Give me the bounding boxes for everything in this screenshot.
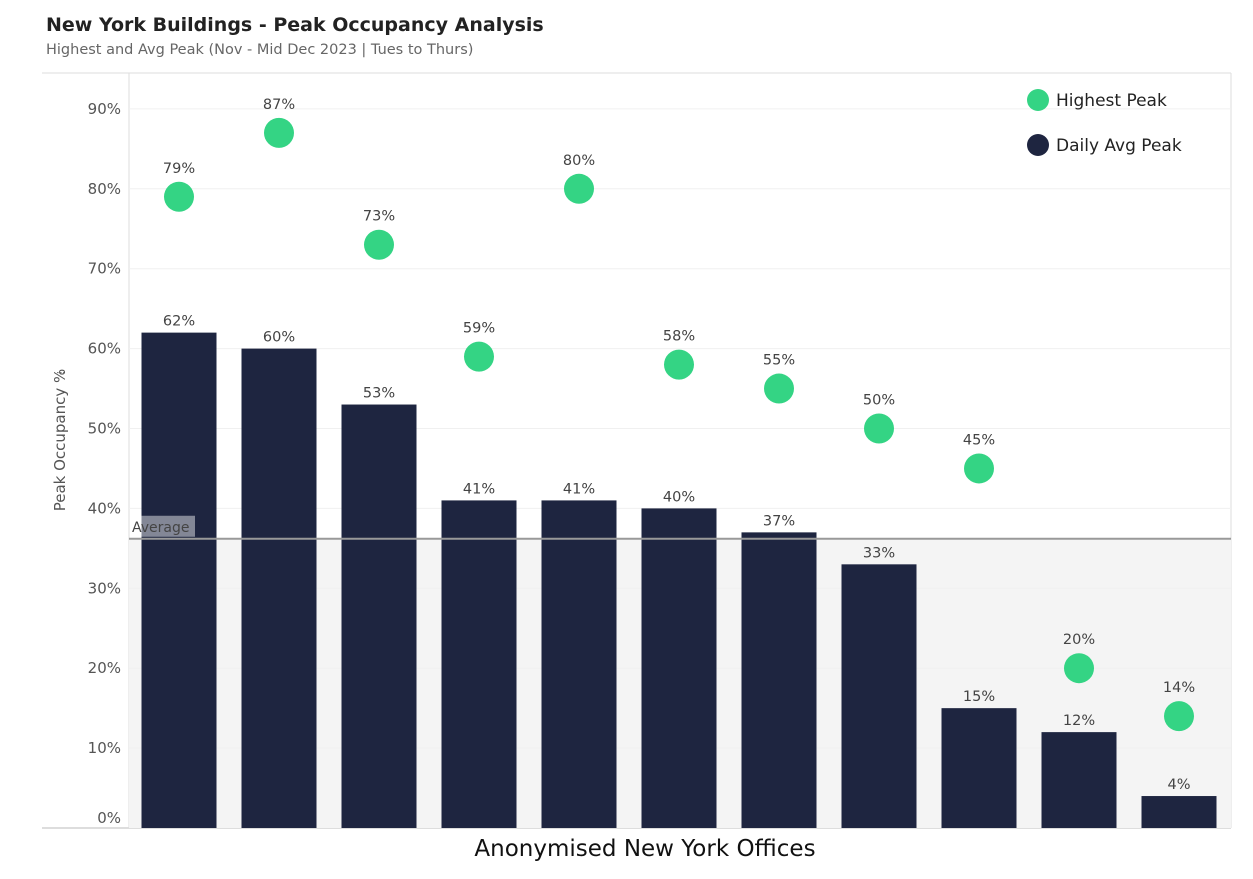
bar-data-label: 12% [1063, 713, 1095, 729]
y-tick-label: 90% [88, 100, 121, 118]
y-tick-label: 10% [88, 739, 121, 757]
bar-daily-avg-peak [441, 500, 517, 828]
average-label-bg [130, 515, 195, 537]
y-tick-label: 60% [88, 340, 121, 358]
dot-highest-peak [664, 349, 694, 380]
bar-daily-avg-peak [341, 404, 417, 828]
average-label: Average [132, 520, 190, 536]
legend-highest-peak-label: Highest Peak [1056, 91, 1167, 111]
dot-highest-peak [464, 341, 494, 372]
dot-data-label: 50% [863, 393, 895, 409]
bar-daily-avg-peak [841, 564, 917, 828]
bar-data-label: 53% [363, 386, 395, 402]
dot-data-label: 45% [963, 432, 995, 448]
dot-data-label: 80% [563, 153, 595, 169]
y-tick-label: 40% [88, 499, 121, 517]
bar-daily-avg-peak [1041, 732, 1117, 828]
dot-highest-peak [1064, 653, 1094, 684]
y-tick-label: 20% [88, 659, 121, 677]
bar-daily-avg-peak [141, 332, 217, 828]
legend-daily-avg-peak-icon [1027, 134, 1049, 156]
dot-data-label: 20% [1063, 632, 1095, 648]
dot-data-label: 87% [263, 97, 295, 113]
dot-highest-peak [364, 229, 394, 260]
dot-highest-peak [564, 173, 594, 204]
bar-daily-avg-peak [641, 508, 717, 828]
bar-data-label: 4% [1167, 777, 1190, 793]
dot-highest-peak [764, 373, 794, 404]
y-tick-label: 0% [97, 809, 121, 827]
bar-data-label: 40% [663, 489, 695, 505]
y-tick-label: 70% [88, 260, 121, 278]
bar-data-label: 41% [463, 481, 495, 497]
dot-data-label: 55% [763, 353, 795, 369]
legend-daily-avg-peak-label: Daily Avg Peak [1056, 136, 1182, 156]
y-tick-label: 30% [88, 579, 121, 597]
legend-highest-peak-icon [1027, 89, 1049, 111]
bar-data-label: 60% [263, 330, 295, 346]
dot-highest-peak [264, 117, 294, 148]
chart-title: New York Buildings - Peak Occupancy Anal… [46, 14, 544, 36]
y-tick-label: 50% [88, 420, 121, 438]
bar-data-label: 15% [963, 689, 995, 705]
bar-data-label: 33% [863, 545, 895, 561]
dot-data-label: 73% [363, 209, 395, 225]
bar-daily-avg-peak [541, 500, 617, 828]
dot-data-label: 14% [1163, 680, 1195, 696]
bar-daily-avg-peak [241, 348, 317, 828]
sort-icon: ⫶ [55, 371, 68, 374]
dot-data-label: 59% [463, 321, 495, 337]
dot-data-label: 58% [663, 329, 695, 345]
y-axis-title: Peak Occupancy % [51, 369, 69, 512]
bar-daily-avg-peak [1141, 796, 1217, 828]
bar-data-label: 62% [163, 314, 195, 330]
dot-highest-peak [164, 181, 194, 212]
bar-data-label: 41% [563, 481, 595, 497]
dot-highest-peak [964, 453, 994, 484]
dot-highest-peak [1164, 701, 1194, 732]
y-tick-label: 80% [88, 180, 121, 198]
x-axis-title: Anonymised New York Offices [474, 836, 815, 862]
bar-daily-avg-peak [941, 708, 1017, 828]
dot-data-label: 79% [163, 161, 195, 177]
chart-subtitle: Highest and Avg Peak (Nov - Mid Dec 2023… [46, 42, 474, 58]
dot-highest-peak [864, 413, 894, 444]
bar-daily-avg-peak [741, 532, 817, 828]
bar-data-label: 37% [763, 513, 795, 529]
